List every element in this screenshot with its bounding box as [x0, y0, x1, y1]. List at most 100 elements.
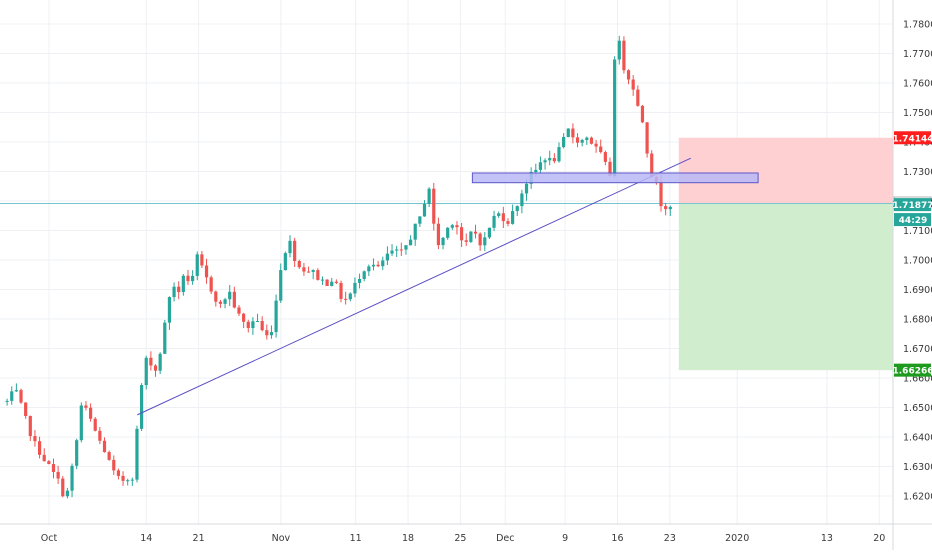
- candle-body: [172, 287, 175, 297]
- candle-body: [358, 279, 361, 283]
- candle-body: [312, 270, 315, 272]
- candle-body: [363, 271, 366, 279]
- candle-body: [94, 419, 97, 431]
- y-tick-label: 1.69000: [903, 285, 932, 296]
- candle-body: [525, 184, 528, 194]
- candle-body: [186, 276, 189, 281]
- candle-body: [15, 390, 18, 391]
- stop-loss-zone[interactable]: [679, 138, 893, 204]
- candle-body: [400, 249, 403, 250]
- candle-body: [326, 280, 329, 286]
- candle-body: [321, 280, 324, 281]
- candle-body: [618, 41, 621, 60]
- candle-body: [622, 41, 625, 71]
- x-tick-label: 16: [611, 533, 623, 544]
- candle-body: [465, 240, 468, 242]
- candle-body: [242, 314, 245, 322]
- candle-body: [70, 466, 73, 491]
- candle-body: [460, 227, 463, 240]
- candle-body: [534, 170, 537, 172]
- candle-body: [377, 265, 380, 266]
- x-tick-label: 23: [664, 533, 676, 544]
- drawings[interactable]: [137, 158, 758, 415]
- candle-body: [274, 301, 277, 332]
- candle-body: [57, 472, 60, 479]
- candle-body: [6, 401, 9, 402]
- candle-body: [247, 322, 250, 328]
- candle-body: [177, 287, 180, 292]
- candle-body: [103, 441, 106, 452]
- candle-body: [335, 282, 338, 283]
- candle-body: [516, 206, 519, 211]
- candle-body: [233, 292, 236, 308]
- candle-body: [585, 138, 588, 140]
- candle-body: [47, 461, 50, 464]
- y-tick-label: 1.63000: [903, 462, 932, 473]
- candle-body: [228, 292, 231, 299]
- price-marker-label: 1.74144: [893, 134, 932, 144]
- candle-body: [163, 323, 166, 354]
- candle-body: [604, 152, 607, 162]
- candle-body: [135, 429, 138, 480]
- candle-body: [121, 476, 124, 481]
- x-tick-label: 21: [193, 533, 205, 544]
- candle-body: [223, 299, 226, 304]
- candle-body: [237, 307, 240, 313]
- candle-body: [200, 254, 203, 265]
- candle-body: [646, 122, 649, 153]
- candle-body: [367, 266, 370, 271]
- candle-body: [131, 480, 134, 481]
- y-tick-label: 1.77000: [903, 49, 932, 60]
- candle-body: [210, 277, 213, 291]
- candle-body: [80, 406, 83, 441]
- candle-body: [386, 254, 389, 261]
- candle-body: [423, 204, 426, 217]
- candle-body: [339, 283, 342, 299]
- candle-body: [261, 321, 264, 330]
- y-tick-label: 1.65000: [903, 403, 932, 414]
- candle-body: [279, 270, 282, 300]
- candle-body: [168, 297, 171, 323]
- candle-body: [502, 213, 505, 221]
- candle-body: [659, 182, 662, 206]
- candle-body: [418, 216, 421, 223]
- candle-body: [409, 240, 412, 246]
- price-axis-labels: 1.620001.630001.640001.650001.660001.670…: [903, 20, 932, 503]
- candle-body: [632, 80, 635, 90]
- candle-body: [214, 292, 217, 302]
- candle-body: [594, 144, 597, 147]
- y-tick-label: 1.75000: [903, 108, 932, 119]
- candle-body: [511, 211, 514, 224]
- candle-body: [539, 162, 542, 170]
- take-profit-zone[interactable]: [679, 204, 893, 371]
- y-tick-label: 1.71000: [903, 226, 932, 237]
- candle-body: [567, 129, 570, 137]
- candle-body: [520, 194, 523, 207]
- candle-body: [265, 330, 268, 335]
- candle-body: [590, 138, 593, 144]
- price-marker-label: 1.71877: [893, 201, 932, 211]
- candle-body: [288, 241, 291, 253]
- candle-body: [455, 225, 458, 227]
- candle-body: [353, 283, 356, 294]
- y-tick-label: 1.64000: [903, 433, 932, 444]
- y-tick-label: 1.73000: [903, 167, 932, 178]
- candle-body: [84, 406, 87, 408]
- candle-body: [390, 251, 393, 254]
- candle-body: [432, 189, 435, 224]
- trend-line[interactable]: [137, 158, 691, 415]
- candle-body: [75, 440, 78, 466]
- candle-body: [89, 408, 92, 419]
- resistance-zone-box[interactable]: [472, 173, 758, 183]
- price-marker-label: 1.66266: [893, 367, 932, 377]
- candle-body: [349, 294, 352, 300]
- x-tick-label: Dec: [496, 533, 514, 544]
- candle-body: [414, 224, 417, 240]
- candle-body: [108, 452, 111, 460]
- candles: [6, 36, 672, 499]
- candle-body: [395, 249, 398, 250]
- candle-body: [98, 431, 101, 441]
